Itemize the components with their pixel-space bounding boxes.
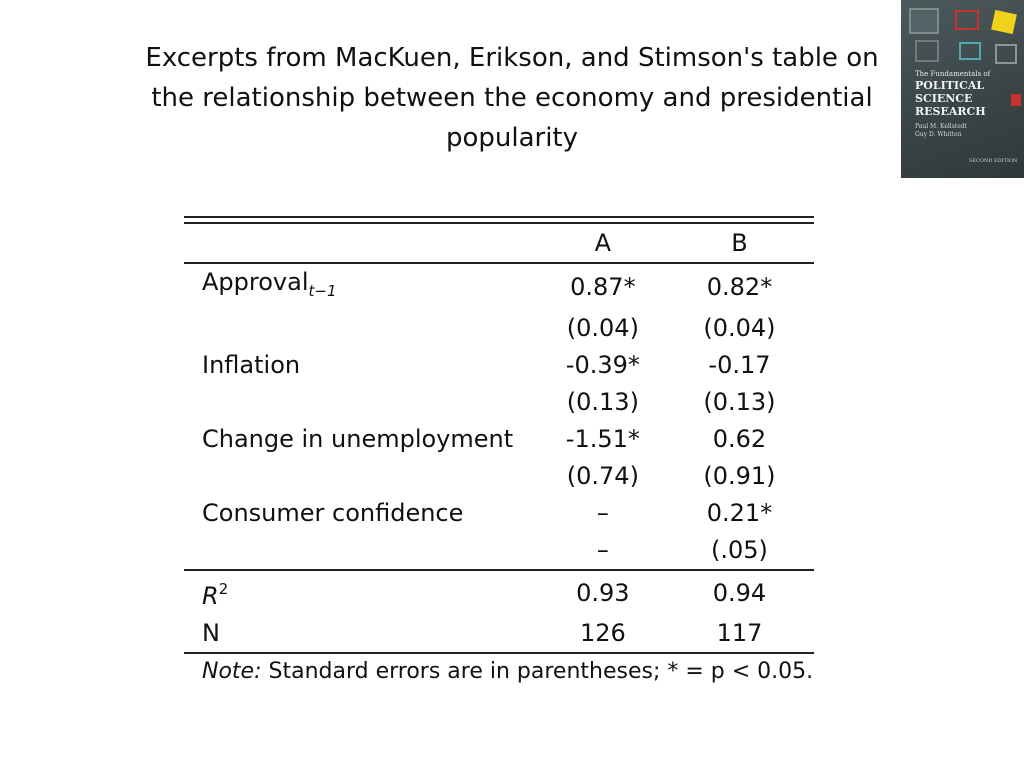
book-title-line-1: POLITICAL xyxy=(915,79,985,92)
fit-cell-a: 0.93 xyxy=(540,569,665,615)
fit-row: R2 0.93 0.94 xyxy=(184,569,814,615)
book-edition: SECOND EDITION xyxy=(969,158,1018,164)
cover-square-grey-2 xyxy=(915,40,939,62)
book-title: POLITICAL SCIENCE RESEARCH xyxy=(915,79,1020,118)
row-label-subscript: t−1 xyxy=(308,282,337,300)
row-label xyxy=(184,310,541,347)
fit-row: N 126 117 xyxy=(184,615,814,654)
title-line-1: Excerpts from MacKuen, Erikson, and Stim… xyxy=(145,43,879,73)
note-text: Standard errors are in parentheses; * = … xyxy=(261,659,814,684)
table-row: (0.04) (0.04) xyxy=(184,310,814,347)
book-pre-title: The Fundamentals of xyxy=(915,70,991,78)
cover-square-red-small xyxy=(1011,94,1021,106)
cell-b: 0.62 xyxy=(712,425,767,453)
cell-a: -1.51* xyxy=(565,425,640,453)
row-label: Change in unemployment xyxy=(202,425,514,453)
table-row: Inflation -0.39* -0.17 xyxy=(184,347,814,384)
book-title-line-2: SCIENCE xyxy=(915,92,973,105)
cover-square-grey-3 xyxy=(995,44,1017,64)
cover-square-grey-1 xyxy=(909,8,939,34)
fit-cell-a: 126 xyxy=(540,615,665,654)
cell-a: (0.13) xyxy=(566,388,639,416)
book-cover: The Fundamentals of POLITICAL SCIENCE RE… xyxy=(901,0,1024,178)
cell-a: – xyxy=(596,499,609,527)
cell-a: – xyxy=(596,536,609,564)
fit-label-superscript: 2 xyxy=(218,580,229,598)
cell-a: -0.39* xyxy=(565,351,640,379)
cell-b: (0.04) xyxy=(703,314,776,342)
book-authors: Paul M. Kellstedt Guy D. Whitten xyxy=(915,123,1020,139)
cell-b: -0.17 xyxy=(708,351,771,379)
cell-b: (0.13) xyxy=(703,388,776,416)
table-note: Note: Standard errors are in parentheses… xyxy=(184,654,814,690)
table-top-rule-2 xyxy=(184,222,814,224)
note-label: Note: xyxy=(202,659,262,684)
table-row: Consumer confidence – 0.21* xyxy=(184,495,814,532)
table-header-row: A B xyxy=(184,224,814,263)
fit-label-text: R xyxy=(202,582,219,610)
title-line-2: the relationship between the economy and… xyxy=(151,83,873,113)
cover-square-red xyxy=(955,10,979,30)
book-title-line-3: RESEARCH xyxy=(915,105,986,118)
cover-square-teal xyxy=(959,42,981,60)
table-top-rule-1 xyxy=(184,216,814,218)
row-label xyxy=(184,532,541,570)
cell-a: (0.04) xyxy=(566,314,639,342)
book-author-1: Paul M. Kellstedt xyxy=(915,123,967,130)
row-label: Consumer confidence xyxy=(202,499,464,527)
fit-label: R2 xyxy=(184,569,541,615)
fit-cell-b: 117 xyxy=(664,615,814,654)
cell-b: 0.82* xyxy=(664,262,814,310)
slide-title: Excerpts from MacKuen, Erikson, and Stim… xyxy=(112,38,912,158)
book-author-2: Guy D. Whitten xyxy=(915,131,962,138)
table-row: Approvalt−1 0.87* 0.82* xyxy=(184,262,814,310)
cover-square-yellow xyxy=(991,9,1017,35)
row-label xyxy=(184,458,541,495)
cell-b: (.05) xyxy=(711,536,768,564)
column-header-b: B xyxy=(731,229,748,257)
table-row: (0.74) (0.91) xyxy=(184,458,814,495)
cell-a: 0.87* xyxy=(540,262,665,310)
row-label xyxy=(184,384,541,421)
fit-label: N xyxy=(184,615,541,654)
row-label-text: Approval xyxy=(202,268,309,296)
cell-b: (0.91) xyxy=(703,462,776,490)
column-header-a: A xyxy=(594,229,612,257)
table-row: Change in unemployment -1.51* 0.62 xyxy=(184,421,814,458)
table-row: – (.05) xyxy=(184,532,814,570)
title-line-3: popularity xyxy=(445,123,579,153)
results-table: A B Approvalt−1 0.87* 0.82* (0.04) (0.04… xyxy=(184,224,814,654)
row-label: Approvalt−1 xyxy=(184,262,541,310)
fit-cell-b: 0.94 xyxy=(664,569,814,615)
book-text: The Fundamentals of POLITICAL SCIENCE RE… xyxy=(915,70,1020,139)
regression-table: A B Approvalt−1 0.87* 0.82* (0.04) (0.04… xyxy=(184,216,814,690)
table-row: (0.13) (0.13) xyxy=(184,384,814,421)
cell-a: (0.74) xyxy=(566,462,639,490)
header-blank xyxy=(184,224,541,263)
row-label: Inflation xyxy=(202,351,301,379)
cell-b: 0.21* xyxy=(706,499,773,527)
